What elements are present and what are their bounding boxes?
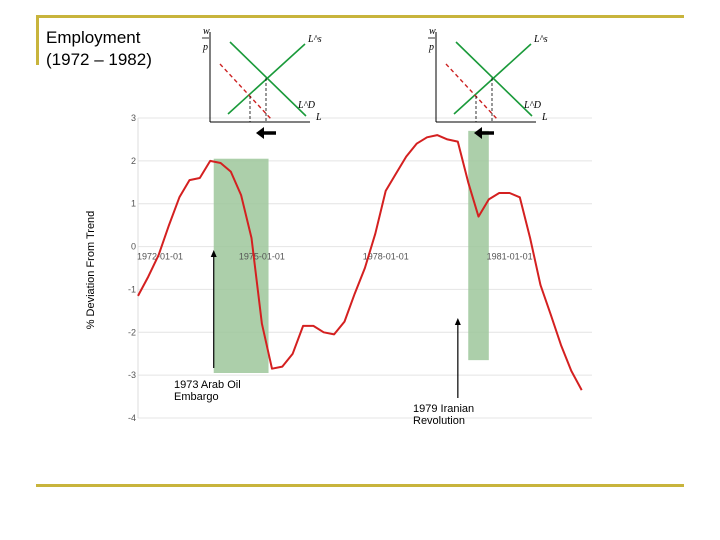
labor-market-inset-1: wp L^s L^DL [428, 26, 548, 139]
x-tick-label-2: 1978-01-01 [363, 252, 409, 262]
inset-1-shift-arrow-head [474, 127, 482, 139]
y-tick-label-3: 0 [131, 242, 136, 252]
annotation-iranian-revolution: 1979 Iranian Revolution [413, 403, 474, 427]
inset-0-demand-curve [229, 41, 307, 117]
inset-0-shifted-demand-curve [219, 63, 273, 121]
annotation-iranian-revolution-line-1: 1979 Iranian [413, 403, 475, 415]
annotation-oil-embargo: 1973 Arab Oil Embargo [174, 379, 241, 403]
x-tick-label-0: 1972-01-01 [137, 252, 183, 262]
inset-1-y-numerator: w [429, 26, 436, 37]
inset-0-y-denominator: p [202, 42, 208, 53]
annotation-oil-embargo-line-1: 1973 Arab Oil [174, 379, 241, 391]
inset-1-demand-curve [455, 41, 533, 117]
y-tick-label-6: -3 [128, 370, 136, 380]
employment-series-line [137, 134, 583, 391]
annotation-arrow-head-0 [210, 250, 217, 257]
inset-1-shifted-demand-curve [445, 63, 499, 121]
inset-0-demand-label: L^D [297, 100, 316, 111]
shaded-period-1 [468, 130, 489, 361]
inset-0-supply-curve [227, 43, 306, 115]
annotation-iranian-revolution-line-2: Revolution [413, 415, 465, 427]
y-tick-label-4: -1 [128, 284, 136, 294]
inset-1-y-denominator: p [428, 42, 434, 53]
y-tick-label-7: -4 [128, 413, 136, 423]
y-tick-label-5: -2 [128, 327, 136, 337]
inset-1-demand-label: L^D [523, 100, 542, 111]
annotation-oil-embargo-line-2: Embargo [174, 391, 219, 403]
bottom-rule [36, 484, 684, 487]
left-rule [36, 15, 39, 65]
x-tick-label-1: 1975-01-01 [239, 252, 285, 262]
y-tick-label-2: 1 [131, 199, 136, 209]
inset-0-shift-arrow-head [256, 127, 264, 139]
annotation-arrow-head-1 [454, 318, 461, 325]
title-line-1: Employment [46, 28, 141, 47]
y-tick-label-0: 3 [131, 113, 136, 123]
shaded-period-0 [213, 158, 269, 373]
y-tick-label-1: 2 [131, 156, 136, 166]
inset-0-x-label: L [315, 112, 322, 123]
labor-market-inset-0: wp L^s L^DL [202, 26, 322, 139]
top-rule [36, 15, 684, 18]
inset-1-supply-label: L^s [533, 34, 548, 45]
inset-1-x-label: L [541, 112, 548, 123]
inset-0-supply-label: L^s [307, 34, 322, 45]
x-tick-label-3: 1981-01-01 [487, 252, 533, 262]
inset-0-y-numerator: w [203, 26, 210, 37]
title-line-2: (1972 – 1982) [46, 50, 152, 69]
chart-title: Employment (1972 – 1982) [46, 27, 152, 71]
inset-1-supply-curve [453, 43, 532, 115]
